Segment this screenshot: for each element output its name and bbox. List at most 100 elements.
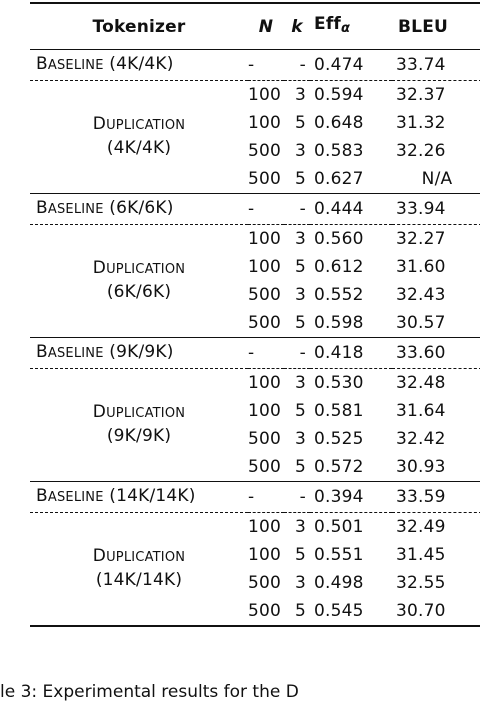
row-eff: 0.627 bbox=[314, 169, 364, 189]
row-eff: 0.525 bbox=[314, 429, 364, 449]
duplication-label-initial: D bbox=[92, 257, 107, 278]
duplication-row: 500 5 0.598 30.57 bbox=[30, 309, 480, 338]
baseline-eff: 0.444 bbox=[310, 193, 392, 225]
duplication-row: DUPLICATION (4K/4K) 100 3 0.594 32.37 bbox=[30, 81, 480, 158]
row-bleu: 32.37 bbox=[396, 85, 446, 105]
duplication-row: 100 5 0.612 31.60 bbox=[30, 253, 480, 281]
row-n: 100 bbox=[248, 373, 282, 393]
duplication-label: DUPLICATION (9K/9K) bbox=[30, 369, 248, 482]
baseline-bleu: 33.94 bbox=[392, 193, 480, 225]
duplication-label: DUPLICATION (6K/6K) bbox=[30, 225, 248, 338]
duplication-label: DUPLICATION (4K/4K) bbox=[30, 81, 248, 194]
row-n: 500 bbox=[248, 457, 282, 477]
table-caption: le 3: Experimental results for the D bbox=[0, 682, 299, 702]
table-header: Tokenizer N k Effα BLEU bbox=[30, 3, 480, 50]
header-eff-label: Eff bbox=[314, 14, 342, 34]
row-n: 500 bbox=[248, 285, 282, 305]
duplication-row: 100 5 0.581 31.64 bbox=[30, 397, 480, 425]
duplication-row: 500 3 0.525 32.42 bbox=[30, 425, 480, 453]
header-eff-subscript: α bbox=[341, 21, 351, 36]
row-eff: 0.560 bbox=[314, 229, 364, 249]
row-n: 500 bbox=[248, 573, 282, 593]
baseline-k: - bbox=[284, 49, 310, 81]
duplication-row: 100 5 0.648 31.32 bbox=[30, 109, 480, 137]
duplication-row: DUPLICATION (6K/6K) 100 3 0.560 32.27 bbox=[30, 225, 480, 302]
baseline-eff: 0.474 bbox=[310, 49, 392, 81]
row-bleu: 31.45 bbox=[396, 545, 446, 565]
row-k: 5 bbox=[294, 601, 306, 621]
duplication-row: 500 3 0.498 32.55 bbox=[30, 569, 480, 597]
row-n: 100 bbox=[248, 229, 282, 249]
baseline-label-initial: B bbox=[36, 486, 48, 506]
row-k: 3 bbox=[294, 429, 306, 449]
row-eff: 0.572 bbox=[314, 457, 364, 477]
row-k: 5 bbox=[294, 457, 306, 477]
baseline-vocab: (6K/6K) bbox=[109, 198, 174, 218]
baseline-vocab: (14K/14K) bbox=[109, 486, 196, 506]
duplication-label-rest: UPLICATION bbox=[106, 405, 186, 421]
duplication-label-text: DUPLICATION (9K/9K) bbox=[93, 401, 185, 447]
row-eff: 0.530 bbox=[314, 373, 364, 393]
duplication-row: 500 5 0.572 30.93 bbox=[30, 453, 480, 482]
baseline-bleu: 33.60 bbox=[392, 337, 480, 369]
duplication-row: 500 5 0.627 N/A bbox=[30, 165, 480, 194]
duplication-label-text: DUPLICATION (6K/6K) bbox=[93, 257, 185, 303]
baseline-label-rest: ASELINE bbox=[47, 490, 104, 505]
duplication-row: DUPLICATION (14K/14K) 100 3 0.501 32.49 bbox=[30, 513, 480, 590]
result-group: BASELINE (14K/14K) - -0.394 33.59 DUPLICATIO… bbox=[30, 481, 480, 626]
row-k: 5 bbox=[294, 257, 306, 277]
row-bleu: 31.64 bbox=[396, 401, 446, 421]
row-eff: 0.552 bbox=[314, 285, 364, 305]
row-k: 3 bbox=[294, 141, 306, 161]
duplication-label-rest: UPLICATION bbox=[106, 117, 186, 133]
row-bleu: 31.32 bbox=[396, 113, 446, 133]
row-bleu: 32.55 bbox=[396, 573, 446, 593]
row-bleu: 30.70 bbox=[396, 601, 446, 621]
header-row: Tokenizer N k Effα BLEU bbox=[30, 3, 480, 50]
row-k: 5 bbox=[294, 313, 306, 333]
duplication-vocab: (9K/9K) bbox=[106, 425, 172, 446]
row-eff: 0.545 bbox=[314, 601, 364, 621]
row-k: 3 bbox=[294, 285, 306, 305]
baseline-label: BASELINE (14K/14K) bbox=[30, 481, 248, 513]
duplication-label-initial: D bbox=[92, 545, 107, 566]
duplication-label-rest: UPLICATION bbox=[106, 261, 186, 277]
row-bleu: 31.60 bbox=[396, 257, 446, 277]
row-bleu: N/A bbox=[421, 169, 453, 189]
row-bleu: 32.49 bbox=[396, 517, 446, 537]
duplication-vocab: (14K/14K) bbox=[95, 569, 183, 590]
baseline-eff: 0.394 bbox=[310, 481, 392, 513]
row-bleu: 32.42 bbox=[396, 429, 446, 449]
row-n: 100 bbox=[248, 85, 282, 105]
row-k: 3 bbox=[294, 373, 306, 393]
row-n: 500 bbox=[248, 313, 282, 333]
row-k: 3 bbox=[294, 573, 306, 593]
row-bleu: 32.27 bbox=[396, 229, 446, 249]
baseline-n: - bbox=[248, 49, 284, 81]
row-bleu: 30.93 bbox=[396, 457, 446, 477]
header-tokenizer: Tokenizer bbox=[92, 16, 186, 37]
row-n: 100 bbox=[248, 401, 282, 421]
baseline-label-initial: B bbox=[36, 198, 48, 218]
baseline-row: BASELINE (14K/14K) - -0.394 33.59 bbox=[30, 481, 480, 513]
baseline-k: - bbox=[284, 337, 310, 369]
row-k: 3 bbox=[294, 517, 306, 537]
duplication-row: 100 5 0.551 31.45 bbox=[30, 541, 480, 569]
row-eff: 0.551 bbox=[314, 545, 364, 565]
header-bleu: BLEU bbox=[398, 16, 449, 37]
header-n: N bbox=[258, 16, 274, 37]
duplication-label-rest: UPLICATION bbox=[106, 549, 186, 565]
header-k: k bbox=[291, 16, 303, 37]
duplication-vocab: (4K/4K) bbox=[106, 137, 172, 158]
duplication-label-text: DUPLICATION (14K/14K) bbox=[93, 545, 185, 591]
result-group: BASELINE (6K/6K) - -0.444 33.94 DUPLICATION(… bbox=[30, 193, 480, 338]
baseline-bleu: 33.59 bbox=[392, 481, 480, 513]
duplication-row: 500 3 0.552 32.43 bbox=[30, 281, 480, 309]
baseline-n: - bbox=[248, 337, 284, 369]
row-eff: 0.583 bbox=[314, 141, 364, 161]
row-eff: 0.612 bbox=[314, 257, 364, 277]
duplication-label: DUPLICATION (14K/14K) bbox=[30, 513, 248, 627]
row-bleu: 32.48 bbox=[396, 373, 446, 393]
row-n: 100 bbox=[248, 257, 282, 277]
row-n: 500 bbox=[248, 141, 282, 161]
